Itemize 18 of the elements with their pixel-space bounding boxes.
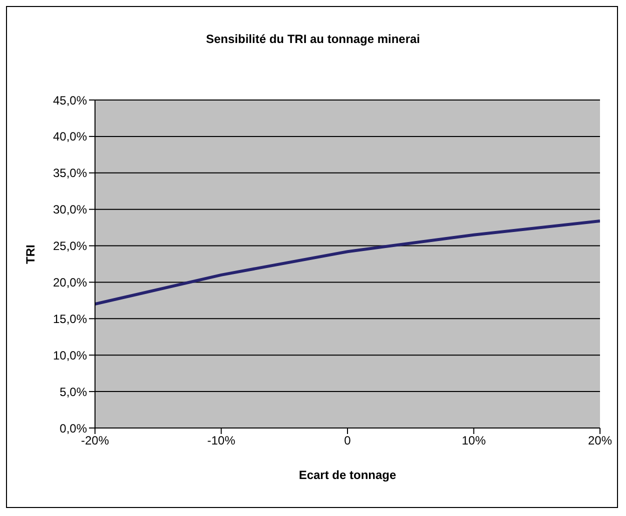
chart-title: Sensibilité du TRI au tonnage minerai [204, 32, 422, 46]
y-tick-label: 5,0% [60, 384, 88, 399]
y-axis-title: TRI [23, 244, 38, 264]
x-tick-label: -10% [207, 434, 236, 448]
y-tick-label: 40,0% [52, 130, 88, 144]
y-tick-label: 45,0% [52, 93, 88, 108]
y-tick-label: 0,0% [60, 421, 88, 436]
y-tick-label: 25,0% [52, 239, 88, 254]
x-tick-label: 20% [588, 434, 612, 448]
y-tick-label: 15,0% [52, 312, 88, 326]
y-tick-label: 20,0% [52, 275, 88, 290]
y-tick-label: 35,0% [52, 166, 88, 180]
x-tick-label: -20% [80, 434, 110, 448]
x-tick-label: 10% [462, 434, 486, 448]
y-tick-label: 30,0% [52, 202, 88, 217]
y-tick-label: 10,0% [52, 348, 88, 362]
x-tick-label: 0 [344, 434, 352, 448]
x-axis-title: Ecart de tonnage [298, 468, 396, 482]
